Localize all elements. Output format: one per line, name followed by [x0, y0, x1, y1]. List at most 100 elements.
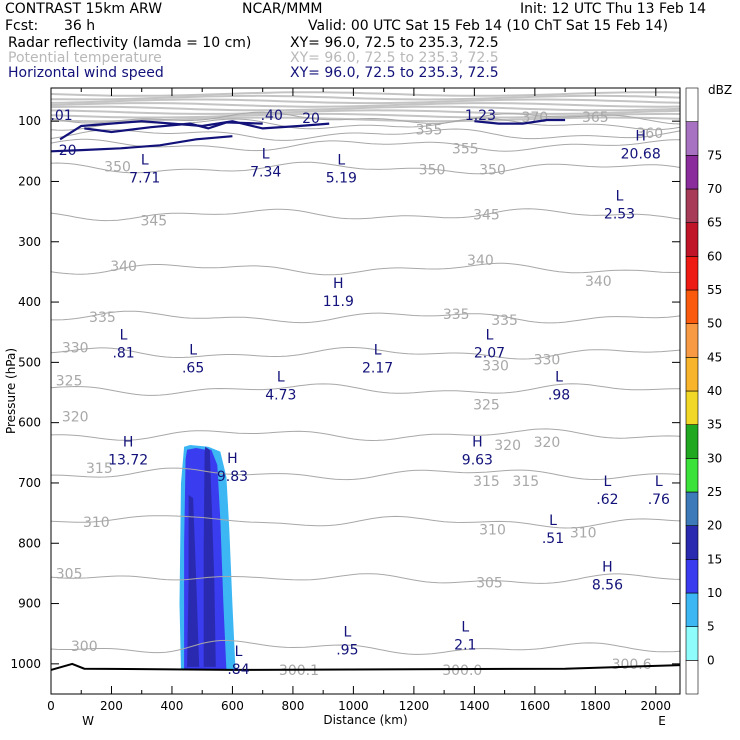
theta-contour-370: [50, 111, 681, 125]
extremum-L: L: [189, 342, 197, 358]
extremum-H: H: [635, 128, 646, 144]
y-tick-label: 400: [18, 295, 41, 309]
colorbar-label: 20: [707, 519, 722, 533]
field-wind-name: Horizontal wind speed: [8, 65, 164, 81]
theta-label: 340: [585, 274, 612, 290]
east-end-label: E: [658, 714, 666, 728]
theta-label: 340: [467, 253, 494, 269]
fcst-label: Fcst:: [5, 18, 39, 34]
extremum-value: 2.17: [362, 360, 393, 376]
colorbar-label: 30: [707, 451, 722, 465]
reflectivity-area: [187, 495, 200, 667]
theta-label: 350: [419, 162, 446, 178]
theta-contour-335: [51, 310, 681, 324]
wind-label: .01: [50, 108, 72, 124]
theta-label: 305: [476, 575, 503, 591]
theta-line-upper: [50, 109, 681, 115]
x-tick-label: 1600: [520, 699, 551, 713]
extremum-value: 2.1: [454, 638, 476, 654]
axes-layer: 0 200 400 600 800 1000 1200 1400 1600 1800 2000 100…: [4, 87, 681, 728]
extremum-L: L: [655, 474, 663, 490]
extremum-L: L: [616, 189, 624, 205]
colorbar-swatch: [685, 458, 699, 493]
theta-line-upper: [50, 116, 681, 123]
colorbar-label: 50: [707, 317, 722, 331]
field-reflectivity-name: Radar reflectivity (lamda = 10 cm): [8, 35, 252, 51]
x-axis-label: Distance (km): [323, 713, 407, 727]
theta-contour-310: [50, 515, 681, 529]
extremum-L: L: [343, 625, 351, 641]
wind-label: .40: [261, 108, 283, 124]
x-tick-label: 1400: [459, 699, 490, 713]
colorbar-label: 10: [707, 586, 722, 600]
extremum-L: L: [486, 327, 494, 343]
extremum-L: L: [461, 620, 469, 636]
extremum-value: .84: [227, 662, 249, 678]
colorbar-label: 45: [707, 350, 722, 364]
field-theta-name: Potential temperature: [8, 50, 162, 66]
theta-contour-360: [50, 128, 681, 141]
x-tick-label: 1800: [580, 699, 611, 713]
theta-label: 310: [83, 515, 110, 531]
model-title: CONTRAST 15km ARW: [5, 1, 163, 17]
theta-label: 330: [534, 352, 561, 368]
extremum-value: 7.71: [129, 170, 160, 186]
extremum-value: 8.56: [592, 577, 623, 593]
extremum-value: 13.72: [108, 453, 148, 469]
theta-label: 325: [56, 373, 83, 389]
wind-contour-line: [474, 118, 566, 125]
colorbar-label: 75: [707, 148, 722, 162]
colorbar-swatch: [685, 155, 699, 190]
x-tick-label: 400: [161, 699, 184, 713]
extremum-value: 7.34: [250, 164, 281, 180]
colorbar-label: 0: [707, 653, 715, 667]
colorbar-swatch: [685, 323, 699, 358]
y-tick-label: 100: [18, 114, 41, 128]
theta-label: 340: [110, 259, 137, 275]
colorbar-swatch: [685, 660, 699, 695]
x-tick-label: 1200: [399, 699, 430, 713]
extremum-value: 9.83: [217, 469, 248, 485]
reflectivity-layer: [179, 445, 236, 670]
colorbar-swatch: [685, 121, 699, 156]
extremum-H: H: [472, 435, 483, 451]
colorbar-label: 15: [707, 552, 722, 566]
extremum-L: L: [277, 369, 285, 385]
y-tick-label: 200: [18, 174, 41, 188]
wind-label: 20: [302, 111, 320, 127]
extremum-L: L: [604, 474, 612, 490]
theta-label: 310: [479, 522, 506, 538]
labels-layer: L 7.71 L 7.34 L 5.19 L 2.53 H 20.68 H 11.9 L .81 L .65 L…: [108, 128, 670, 678]
colorbar-swatch: [685, 357, 699, 392]
x-tick-label: 2000: [641, 699, 672, 713]
theta-contour-315: [51, 467, 681, 481]
plot-frame: [50, 87, 681, 695]
extremum-H: H: [333, 276, 344, 292]
wind-label: 1.23: [465, 108, 496, 124]
extremum-value: 9.63: [462, 453, 493, 469]
extremum-value: 11.9: [323, 294, 354, 310]
extremum-L: L: [337, 152, 345, 168]
y-tick-label: 800: [18, 536, 41, 550]
theta-line-upper: [50, 98, 681, 105]
theta-label: 320: [62, 410, 89, 426]
extremum-value: 2.53: [604, 207, 635, 223]
theta-contour-325: [50, 383, 681, 396]
west-end-label: W: [82, 714, 94, 728]
valid-time: Valid: 00 UTC Sat 15 Feb 14 (10 ChT Sat …: [308, 18, 669, 34]
theta-contour-305: [50, 573, 681, 584]
x-tick-label: 800: [281, 699, 304, 713]
theta-line-upper: [50, 91, 681, 97]
theta-label: 330: [482, 358, 509, 374]
theta-line-upper: [50, 105, 681, 112]
theta-label: 350: [104, 159, 131, 175]
theta-label: 365: [582, 110, 609, 126]
field-reflectivity-xy: XY= 96.0, 72.5 to 235.3, 72.5: [290, 35, 499, 51]
theta-contour-345: [50, 208, 681, 222]
extremum-value: .62: [596, 492, 618, 508]
y-tick-label: 700: [18, 476, 41, 490]
y-tick-label: 600: [18, 416, 41, 430]
center-title: NCAR/MMM: [242, 1, 323, 17]
y-tick-label: 300: [18, 235, 41, 249]
